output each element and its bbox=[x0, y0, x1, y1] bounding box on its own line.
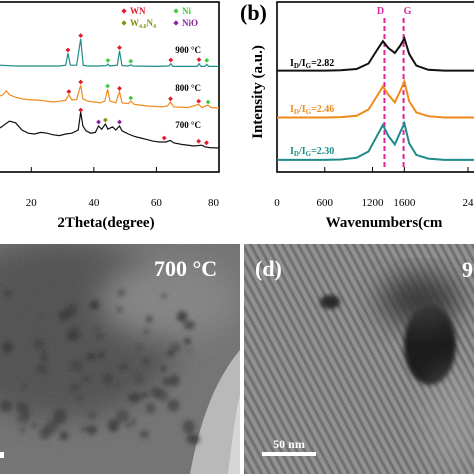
raman-ratio-label-2: ID/IG=2.46 bbox=[290, 104, 334, 116]
xrd-series-label-1: 700 °C bbox=[175, 120, 201, 130]
xrd-peak-marker bbox=[105, 58, 111, 63]
raman-plot-frame bbox=[276, 1, 474, 173]
raman-ratio-label-1: ID/IG=2.82 bbox=[290, 58, 334, 70]
xrd-peak-marker bbox=[117, 86, 122, 91]
raman-panel: D G ID/IG=2.82 ID/IG=2.46 ID/IG=2.30 0 600 12… bbox=[238, 0, 474, 231]
xrd-peak-marker bbox=[78, 33, 84, 38]
raman-tick-label: 0 bbox=[274, 197, 280, 209]
panel-letter-b: (b) bbox=[240, 0, 267, 25]
xrd-peak-marker bbox=[66, 89, 72, 94]
xrd-peak-marker bbox=[78, 79, 84, 85]
xrd-peak-marker bbox=[168, 96, 173, 102]
xrd-peak-marker bbox=[117, 119, 122, 125]
xrd-tick-label: 40 bbox=[88, 197, 100, 209]
legend-marker-1 bbox=[173, 8, 179, 14]
xrd-line-1 bbox=[0, 111, 220, 149]
legend-label-3: NiO bbox=[182, 18, 198, 28]
xrd-tick-label: 20 bbox=[26, 197, 38, 209]
xrd-peak-marker bbox=[204, 58, 210, 63]
raman-y-axis-title: Intensity (a.u.) bbox=[250, 45, 266, 139]
xrd-peak-marker bbox=[78, 107, 84, 113]
xrd-peak-marker bbox=[204, 140, 209, 146]
raman-line-3 bbox=[277, 120, 474, 161]
xrd-peak-marker bbox=[128, 58, 134, 64]
raman-tick-label: 1600 bbox=[393, 197, 416, 209]
xrd-peak-marker bbox=[196, 138, 202, 144]
panel-letter-d: (d) bbox=[255, 256, 282, 281]
legend-marker-0 bbox=[121, 8, 127, 14]
raman-tick-label: 600 bbox=[317, 197, 334, 209]
scale-bar-c bbox=[0, 452, 4, 458]
scale-bar-d bbox=[262, 452, 316, 456]
legend-label-2: W4.6N4 bbox=[130, 18, 156, 30]
xrd-panel: WN Ni W4.6N4 NiO 700 °C 800 °C 900 °C 20 40 60 8… bbox=[0, 1, 220, 231]
xrd-peak-marker bbox=[103, 117, 108, 123]
raman-tick-label: 24 bbox=[463, 197, 474, 209]
scale-bar-label: 50 nm bbox=[273, 437, 305, 451]
xrd-peak-marker bbox=[168, 57, 174, 63]
xrd-plot-frame bbox=[0, 1, 220, 173]
xrd-peak-marker bbox=[105, 83, 111, 89]
xrd-legend: WN Ni W4.6N4 NiO bbox=[121, 6, 198, 30]
raman-series-group: ID/IG=2.82 ID/IG=2.46 ID/IG=2.30 bbox=[277, 35, 474, 161]
xrd-peak-marker bbox=[205, 99, 211, 105]
xrd-series-label-2: 800 °C bbox=[175, 83, 201, 93]
raman-ratio-label-3: ID/IG=2.30 bbox=[290, 146, 334, 158]
tem-temperature-label: 700 °C bbox=[154, 256, 217, 281]
xrd-series-group: 700 °C 800 °C 900 °C bbox=[0, 33, 220, 149]
raman-tick-label: 1200 bbox=[362, 197, 385, 209]
xrd-peak-marker bbox=[65, 47, 71, 53]
raman-x-ticks: 0 600 1200 1600 24 bbox=[274, 167, 474, 209]
legend-marker-2 bbox=[121, 20, 127, 26]
tem-d-label-fragment: 9 bbox=[462, 257, 473, 282]
raman-band-label: G bbox=[404, 6, 412, 17]
legend-label-0: WN bbox=[130, 6, 146, 16]
legend-label-1: Ni bbox=[182, 6, 191, 16]
xrd-tick-label: 60 bbox=[151, 197, 163, 209]
raman-line-2 bbox=[277, 78, 474, 119]
xrd-peak-marker bbox=[96, 119, 101, 125]
xrd-x-ticks: 20 40 60 80 bbox=[26, 167, 220, 209]
raman-line-1 bbox=[277, 35, 474, 72]
tem-image-lattice: (d) 9 50 nm bbox=[244, 244, 474, 474]
raman-x-axis-title: Wavenumbers(cm bbox=[326, 215, 443, 231]
xrd-peak-marker bbox=[161, 135, 167, 141]
xrd-series-label-3: 900 °C bbox=[175, 45, 201, 55]
xrd-peak-marker bbox=[196, 57, 202, 62]
xrd-line-3 bbox=[0, 38, 219, 68]
xrd-peak-marker bbox=[196, 98, 202, 104]
xrd-peak-marker bbox=[117, 45, 122, 50]
legend-marker-3 bbox=[173, 20, 179, 26]
xrd-peak-marker bbox=[128, 95, 134, 101]
tem-image-700: 700 °C bbox=[0, 244, 240, 474]
xrd-line-2 bbox=[0, 85, 220, 109]
raman-band-label: D bbox=[377, 6, 384, 17]
xrd-tick-label: 80 bbox=[208, 197, 220, 209]
xrd-x-axis-title: 2Theta(degree) bbox=[57, 215, 154, 231]
